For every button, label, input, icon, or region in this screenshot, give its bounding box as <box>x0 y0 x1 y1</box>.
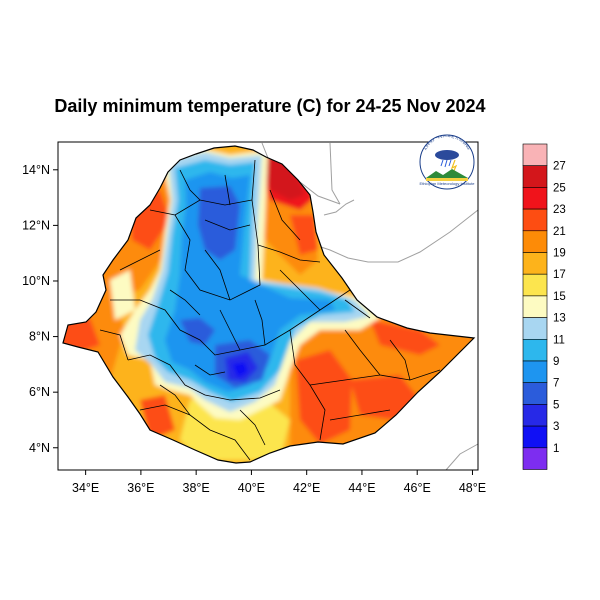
colorbar-swatch <box>522 360 548 384</box>
colorbar-swatch <box>522 165 548 188</box>
lat-tick-label: 10°N <box>22 274 50 288</box>
colorbar-label: 3 <box>553 421 559 433</box>
colorbar-label: 13 <box>553 313 566 325</box>
map-frame <box>57 141 479 471</box>
colorbar-swatch <box>522 425 548 449</box>
lat-tick-label: 14°N <box>22 163 50 177</box>
lon-tick-label: 36°E <box>127 481 154 495</box>
colorbar-label: 23 <box>553 204 566 216</box>
colorbar-label: 19 <box>553 248 566 260</box>
colorbar-label: 17 <box>553 269 566 281</box>
colorbar-label: 5 <box>553 399 559 411</box>
colorbar-label: 1 <box>553 443 559 455</box>
lat-tick-label: 12°N <box>22 218 50 232</box>
colorbar-label: 9 <box>553 356 559 368</box>
colorbar-swatch <box>522 382 548 405</box>
colorbar-label: 25 <box>553 182 566 194</box>
admin-borders <box>99 159 441 461</box>
colorbar-swatch <box>522 295 548 318</box>
colorbar-swatch <box>522 338 548 362</box>
colorbar-label: 7 <box>553 378 559 390</box>
ethiopia-outline <box>62 145 476 464</box>
lon-tick-label: 44°E <box>348 481 375 495</box>
lon-tick-label: 46°E <box>404 481 431 495</box>
lon-tick-label: 42°E <box>293 481 320 495</box>
lon-tick-label: 48°E <box>459 481 486 495</box>
map-title: Daily minimum temperature (C) for 24-25 … <box>54 96 485 116</box>
colorbar-swatch <box>522 230 548 253</box>
latitude-ticks: 4°N 6°N 8°N 10°N 12°N 14°N <box>22 163 58 455</box>
colorbar-swatch <box>522 447 548 470</box>
colorbar-label: 15 <box>553 291 566 303</box>
colorbar-swatch <box>522 273 548 297</box>
lat-tick-label: 6°N <box>29 385 50 399</box>
colorbar-swatch <box>522 187 548 210</box>
colorbar-swatch <box>522 252 548 275</box>
colorbar-swatch <box>522 404 548 427</box>
lat-tick-label: 4°N <box>29 441 50 455</box>
colorbar-label: 21 <box>553 226 566 238</box>
lat-tick-label: 8°N <box>29 330 50 344</box>
longitude-ticks: 34°E 36°E 38°E 40°E 42°E 44°E 46°E 48°E <box>72 470 486 495</box>
colorbar-swatch <box>522 143 548 167</box>
colorbar-label: 27 <box>553 161 566 173</box>
lon-tick-label: 34°E <box>72 481 99 495</box>
ethiopian-meteorology-institute-logo: ኢትዮጵያ ሜቴዎሮሎጂ ኢንስቲትዩት Ethiopian Meteorolo… <box>419 133 476 190</box>
colorbar-label: 11 <box>553 334 565 346</box>
lon-tick-label: 40°E <box>238 481 265 495</box>
colorbar: 27 25 23 21 19 17 15 13 11 9 7 5 3 1 <box>522 143 566 470</box>
lon-tick-label: 38°E <box>183 481 210 495</box>
logo-subtitle: Ethiopian Meteorology Institute <box>420 181 476 186</box>
colorbar-swatch <box>522 208 548 232</box>
colorbar-swatch <box>522 317 548 340</box>
